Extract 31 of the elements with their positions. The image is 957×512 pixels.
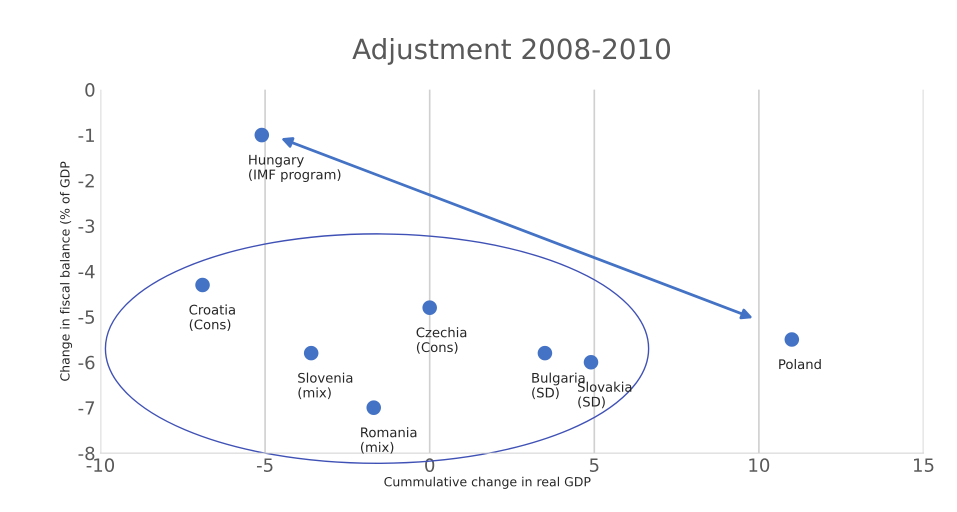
point — [584, 354, 598, 370]
y-tick-label: 0 — [85, 83, 94, 97]
y-axis-title: Change in fiscal balance (% of GDP — [60, 162, 72, 381]
point — [254, 128, 270, 142]
point — [784, 332, 800, 347]
y-tick-label: -7 — [78, 401, 94, 415]
x-tick-label: -10 — [86, 458, 114, 472]
x-tick-label: 15 — [914, 458, 934, 472]
annotation: Slovenia (mix) — [298, 372, 352, 400]
point — [538, 346, 552, 360]
annotation: Croatia (Cons) — [189, 304, 235, 331]
x-tick-label: 5 — [590, 458, 598, 472]
y-tick-label: -4 — [78, 265, 95, 278]
annotation: Hungary (IMF program) — [249, 154, 340, 182]
y-tick-label: -8 — [78, 446, 94, 460]
y-tick-label: -3 — [78, 219, 94, 234]
x-tick-label: 10 — [749, 458, 770, 472]
y-tick-label: -6 — [78, 356, 94, 370]
y-tick-label: -1 — [78, 128, 94, 142]
y-tick-label: -2 — [78, 174, 94, 188]
x-axis-title: Cummulative change in real GDP — [384, 476, 591, 489]
chart-title: Adjustment 2008-2010 — [352, 38, 670, 65]
point — [195, 278, 210, 292]
annotation: Poland — [779, 358, 821, 370]
point — [422, 300, 437, 315]
annotation: Czechia (Cons) — [416, 327, 466, 354]
y-tick-label: -5 — [78, 310, 94, 324]
point — [304, 346, 318, 360]
annotation: Romania (mix) — [360, 427, 416, 454]
x-tick-label: -5 — [256, 458, 273, 472]
point — [366, 400, 382, 415]
